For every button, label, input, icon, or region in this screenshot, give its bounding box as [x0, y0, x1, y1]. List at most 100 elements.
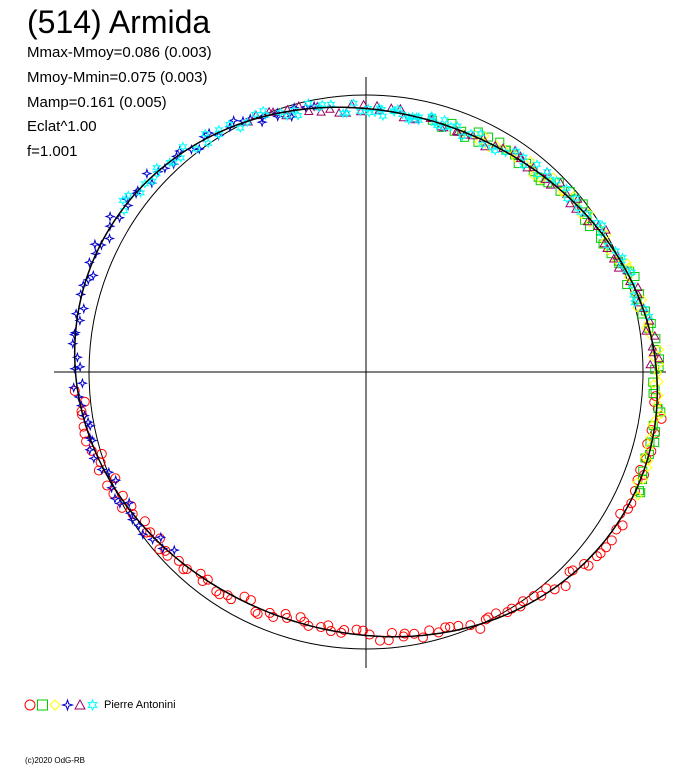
data-point-square — [651, 427, 661, 437]
data-point-square — [645, 437, 655, 447]
data-point-circle — [617, 520, 628, 531]
data-point-star6 — [378, 110, 388, 122]
data-point-star6 — [178, 141, 188, 152]
data-point-circle — [409, 628, 420, 639]
data-point-triangle — [645, 359, 656, 369]
data-point-star6 — [621, 265, 632, 276]
data-point-circle — [374, 635, 385, 646]
data-point-diamond — [644, 329, 655, 340]
data-point-triangle — [601, 224, 611, 234]
data-point-star6 — [532, 159, 542, 170]
legend-label: Pierre Antonini — [104, 699, 176, 711]
data-point-star6 — [630, 297, 640, 308]
data-point-triangle — [268, 107, 278, 116]
data-point-circle — [214, 589, 225, 600]
data-point-triangle — [644, 315, 655, 325]
data-point-star6 — [203, 138, 213, 149]
data-point-circle — [536, 590, 547, 601]
legend-symbol-star6 — [87, 698, 98, 712]
data-point-circle — [139, 516, 150, 527]
data-point-diamond — [654, 344, 665, 355]
reference-circle — [88, 94, 644, 650]
data-point-star4 — [90, 248, 102, 260]
data-point-star6 — [326, 99, 336, 110]
data-point-star6 — [303, 98, 313, 109]
data-point-square — [630, 272, 640, 282]
data-point-star6 — [597, 219, 607, 231]
data-point-triangle — [515, 153, 526, 163]
data-point-star6 — [457, 131, 467, 142]
data-point-diamond — [508, 149, 518, 159]
data-point-diamond — [656, 409, 666, 420]
data-point-star6 — [152, 168, 162, 180]
data-point-circle — [491, 608, 502, 619]
data-point-star4 — [155, 531, 167, 543]
copyright-text: (c)2020 OdG-RB — [25, 756, 86, 765]
data-point-star6 — [377, 104, 387, 115]
data-point-star6 — [118, 195, 128, 206]
data-point-diamond — [653, 368, 663, 378]
data-point-triangle — [303, 106, 314, 115]
data-point-star4 — [82, 416, 94, 428]
data-point-circle — [656, 413, 667, 424]
data-point-triangle — [451, 126, 462, 135]
data-point-star4 — [109, 492, 121, 505]
legend: Pierre Antonini — [24, 697, 176, 713]
data-point-triangle — [452, 127, 463, 136]
legend-symbol-diamond — [49, 699, 61, 711]
data-point-star6 — [616, 259, 627, 270]
data-point-circle — [295, 612, 306, 623]
data-point-star4 — [68, 382, 80, 394]
data-point-triangle — [545, 179, 556, 189]
data-point-star6 — [314, 102, 324, 113]
data-point-circle — [173, 555, 184, 566]
data-point-circle — [252, 608, 263, 619]
data-point-circle — [579, 558, 590, 569]
data-point-star6 — [165, 157, 175, 168]
data-point-triangle — [572, 193, 583, 203]
data-point-star6 — [545, 173, 555, 185]
data-point-star4 — [84, 444, 96, 456]
data-point-star6 — [200, 128, 210, 139]
data-point-star6 — [388, 105, 399, 117]
data-point-star6 — [289, 105, 299, 116]
data-point-circle — [595, 548, 606, 559]
data-point-circle — [102, 480, 113, 491]
data-point-star6 — [518, 160, 529, 171]
data-point-star6 — [610, 245, 621, 257]
data-point-triangle — [649, 330, 660, 340]
data-point-diamond — [525, 156, 536, 166]
data-point-star4 — [193, 143, 205, 155]
data-point-circle — [518, 596, 529, 607]
data-point-circle — [622, 503, 633, 514]
data-point-star6 — [532, 169, 542, 180]
data-point-star4 — [137, 528, 149, 540]
data-point-star6 — [562, 193, 572, 204]
data-point-star6 — [575, 206, 586, 218]
data-point-square — [484, 132, 494, 142]
data-point-star4 — [74, 314, 86, 327]
data-point-triangle — [325, 104, 335, 113]
data-point-star6 — [355, 106, 365, 117]
data-point-triangle — [395, 103, 406, 113]
data-point-star6 — [440, 114, 450, 126]
data-point-star4 — [141, 167, 153, 180]
data-point-star4 — [95, 239, 107, 251]
data-point-star6 — [140, 178, 150, 189]
stat-mmax-mmoy: Mmax-Mmoy=0.086 (0.003) — [27, 44, 212, 61]
data-point-circle — [560, 581, 571, 592]
stat-eclat: Eclat^1.00 — [27, 118, 97, 135]
legend-symbol-circle — [24, 699, 36, 711]
data-point-star6 — [551, 175, 562, 187]
data-point-triangle — [582, 216, 593, 226]
data-point-star4 — [110, 474, 122, 486]
data-point-star4 — [133, 519, 145, 532]
data-point-triangle — [641, 325, 651, 335]
stat-mmoy-mmin: Mmoy-Mmin=0.075 (0.003) — [27, 69, 208, 86]
data-point-triangle — [599, 238, 610, 248]
data-point-star6 — [466, 128, 476, 139]
data-point-star4 — [103, 232, 116, 245]
data-point-circle — [96, 448, 107, 459]
data-point-triangle — [565, 198, 575, 208]
